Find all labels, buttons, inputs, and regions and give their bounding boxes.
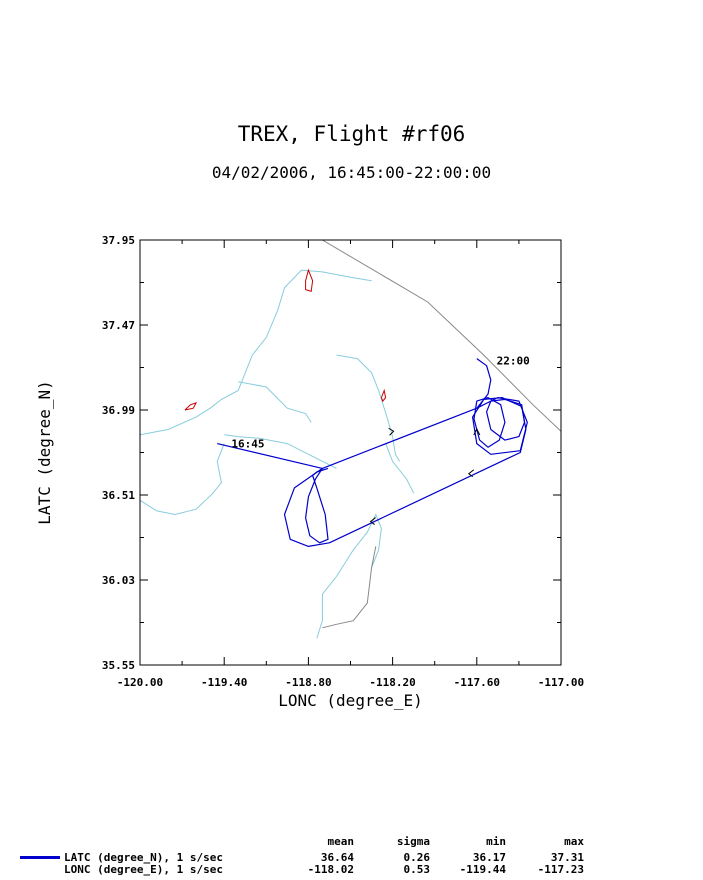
- stats-sigma-lonc: 0.53: [403, 863, 431, 876]
- flight-track-line-2: [473, 397, 506, 448]
- map-boundary-0: [322, 240, 561, 432]
- x-tick-label: -117.60: [454, 676, 500, 689]
- stats-min-lonc: -119.44: [459, 863, 506, 876]
- x-tick-label: -118.20: [369, 676, 415, 689]
- stats-label-latc: LATC (degree_N), 1 s/sec: [64, 851, 223, 864]
- stats-label-lonc: LONC (degree_E), 1 s/sec: [64, 863, 223, 876]
- map-river-7: [385, 443, 415, 494]
- y-tick-label: 37.47: [102, 319, 135, 332]
- map-lake-11: [380, 388, 387, 403]
- stats-max-lonc: -117.23: [537, 863, 584, 876]
- time-annotation-0: 16:45: [231, 438, 264, 451]
- stats-header-min: min: [486, 835, 506, 848]
- flight-track-plot: -120.00 -119.40 -118.80 -118.20 -117.60 -117.…: [35, 234, 584, 710]
- y-tick-label: 36.99: [102, 404, 135, 417]
- flight-track-line-3: [486, 398, 526, 441]
- x-tick-label: -118.80: [285, 676, 331, 689]
- chart-subtitle: 04/02/2006, 16:45:00-22:00:00: [211, 163, 492, 182]
- y-tick-label: 36.51: [102, 489, 135, 502]
- chart-title: TREX, Flight #rf06: [237, 122, 466, 146]
- stats-header-max: max: [564, 835, 584, 848]
- map-boundary-8: [322, 546, 377, 629]
- y-tick-label: 35.55: [102, 659, 135, 672]
- stats-max-latc: 37.31: [550, 851, 584, 864]
- y-tick-label: 37.95: [102, 234, 135, 247]
- track-direction-arrow-0: [388, 427, 395, 436]
- y-axis-label: LATC (degree_N): [35, 380, 54, 525]
- y-tick-label: 36.03: [102, 574, 135, 587]
- map-river-2: [238, 381, 312, 423]
- map-river-4: [140, 443, 225, 516]
- legend-line-latc: [20, 856, 60, 859]
- track-direction-arrow-2: [369, 517, 376, 525]
- stats-mean-lonc: -118.02: [307, 863, 354, 876]
- stats-row-lonc: LONC (degree_E), 1 s/sec -118.02 0.53 -1…: [0, 863, 703, 876]
- map-river-5: [336, 354, 401, 462]
- stats-min-latc: 36.17: [472, 851, 506, 864]
- map-lake-10: [305, 268, 314, 293]
- map-river-6: [316, 513, 382, 639]
- track-direction-arrow-3: [473, 427, 481, 436]
- plot-frame: [139, 239, 562, 666]
- stats-header-mean: mean: [327, 835, 355, 848]
- map-lake-9: [184, 402, 198, 411]
- map-river-3: [224, 434, 337, 469]
- stats-header-row: mean sigma min max: [0, 835, 703, 848]
- time-annotation-1: 22:00: [497, 354, 530, 367]
- x-axis-label: LONC (degree_E): [278, 691, 423, 710]
- stats-sigma-latc: 0.26: [403, 851, 431, 864]
- x-tick-label: -119.40: [201, 676, 247, 689]
- x-tick-label: -120.00: [117, 676, 163, 689]
- stats-row-latc: LATC (degree_N), 1 s/sec 36.64 0.26 36.1…: [0, 851, 703, 864]
- stats-header-sigma: sigma: [396, 835, 430, 848]
- track-direction-arrow-1: [467, 469, 475, 478]
- map-river-1: [140, 269, 372, 436]
- stats-mean-latc: 36.64: [320, 851, 354, 864]
- x-tick-label: -117.00: [538, 676, 584, 689]
- flight-track-line-1: [305, 467, 329, 544]
